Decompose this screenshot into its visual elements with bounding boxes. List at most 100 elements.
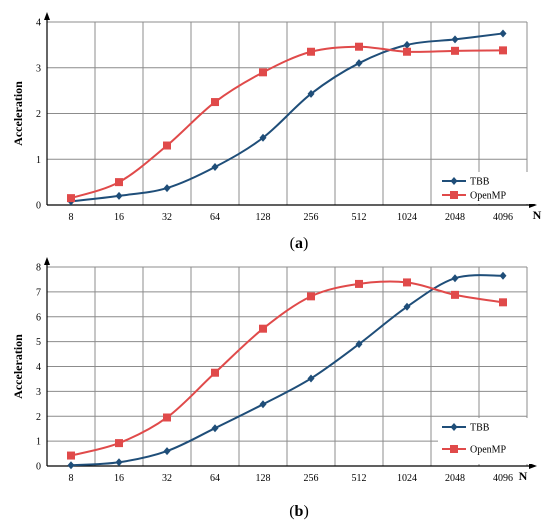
data-point-tbb bbox=[163, 184, 171, 193]
y-tick-label: 1 bbox=[36, 155, 41, 166]
data-point-openmp bbox=[355, 279, 363, 288]
data-point-openmp bbox=[211, 368, 219, 377]
x-tick-label: 16 bbox=[114, 473, 124, 484]
data-point-tbb bbox=[115, 191, 123, 200]
series-line-openmp bbox=[70, 45, 504, 200]
data-point-openmp bbox=[67, 194, 75, 203]
data-point-openmp bbox=[259, 68, 267, 77]
data-point-openmp bbox=[211, 98, 219, 107]
legend: TBB OpenMP bbox=[438, 418, 534, 464]
series-line-tbb bbox=[70, 32, 504, 203]
x-tick-label: 4096 bbox=[493, 212, 513, 223]
y-tick-label: 2 bbox=[36, 412, 41, 423]
x-tick-label: 1024 bbox=[397, 473, 417, 484]
x-tick-label: 512 bbox=[352, 212, 367, 223]
data-point-tbb bbox=[307, 374, 315, 383]
x-tick-label: 256 bbox=[304, 473, 319, 484]
chart-a: 0 1 2 3 4 8 16 32 64 128 256 512 1024 2048 4096 N Accele… bbox=[11, 12, 542, 252]
y-axis-arrow bbox=[44, 257, 50, 265]
x-tick-label: 512 bbox=[352, 473, 367, 484]
data-point-tbb bbox=[451, 274, 459, 283]
y-tick-label: 4 bbox=[36, 362, 41, 373]
data-point-tbb bbox=[259, 400, 267, 409]
caption-letter: a bbox=[295, 235, 303, 252]
y-tick-label: 7 bbox=[36, 287, 41, 298]
x-tick-label: 2048 bbox=[445, 212, 465, 223]
chart-panel-a: 0 1 2 3 4 8 16 32 64 128 256 512 1024 2048 4096 N Accele… bbox=[11, 12, 542, 252]
caption-close-paren: ) bbox=[303, 235, 308, 252]
caption-open-paren: ( bbox=[289, 503, 294, 520]
data-point-tbb bbox=[355, 340, 363, 349]
data-point-tbb bbox=[211, 163, 219, 172]
y-tick-label: 0 bbox=[36, 462, 41, 473]
chart-b: 0 1 2 3 4 5 6 7 8 8 16 32 64 128 256 512 1024 2048 4096 N Ac… bbox=[11, 257, 537, 520]
data-point-tbb bbox=[115, 458, 123, 467]
y-axis-arrow bbox=[44, 12, 50, 20]
data-point-openmp bbox=[115, 439, 123, 448]
data-point-openmp bbox=[163, 413, 171, 422]
data-point-tbb bbox=[451, 35, 459, 44]
y-tick-label: 8 bbox=[36, 263, 41, 274]
data-point-openmp bbox=[307, 47, 315, 56]
data-point-openmp bbox=[403, 47, 411, 56]
legend: TBB OpenMP bbox=[438, 172, 534, 204]
series-line-openmp bbox=[70, 280, 504, 457]
panel-caption: (b) bbox=[289, 503, 309, 520]
x-tick-label: 128 bbox=[256, 212, 271, 223]
x-axis-label: N bbox=[519, 469, 528, 483]
data-point-openmp bbox=[403, 278, 411, 287]
data-point-openmp bbox=[499, 298, 507, 307]
data-point-tbb bbox=[67, 461, 75, 470]
legend-label-openmp: OpenMP bbox=[470, 191, 507, 202]
y-tick-label: 3 bbox=[36, 387, 41, 398]
data-point-tbb bbox=[403, 302, 411, 311]
x-axis-arrow bbox=[529, 463, 537, 469]
data-point-tbb bbox=[355, 59, 363, 68]
data-point-openmp bbox=[307, 292, 315, 301]
data-point-tbb bbox=[499, 29, 507, 38]
data-point-tbb bbox=[211, 424, 219, 433]
caption-letter: b bbox=[295, 503, 304, 520]
y-axis-label: Acceleration bbox=[11, 81, 25, 146]
chart-panel-b: 0 1 2 3 4 5 6 7 8 8 16 32 64 128 256 512 1024 2048 4096 N Ac… bbox=[0, 255, 550, 524]
legend-marker bbox=[450, 191, 458, 199]
y-tick-label: 4 bbox=[36, 18, 41, 29]
legend-marker bbox=[450, 445, 458, 453]
data-point-tbb bbox=[403, 40, 411, 49]
series-line-tbb bbox=[70, 274, 504, 467]
data-point-openmp bbox=[259, 324, 267, 333]
x-tick-label: 256 bbox=[304, 212, 319, 223]
x-tick-label: 1024 bbox=[397, 212, 417, 223]
x-tick-label: 2048 bbox=[445, 473, 465, 484]
x-tick-label: 16 bbox=[114, 212, 124, 223]
legend-label-tbb: TBB bbox=[470, 423, 490, 434]
data-point-openmp bbox=[115, 178, 123, 187]
y-tick-label: 3 bbox=[36, 63, 41, 74]
legend-marker bbox=[450, 423, 458, 431]
x-tick-label: 32 bbox=[162, 212, 172, 223]
data-point-tbb bbox=[499, 271, 507, 280]
data-point-openmp bbox=[451, 46, 459, 55]
data-point-openmp bbox=[499, 46, 507, 55]
x-tick-label: 64 bbox=[210, 473, 220, 484]
data-point-tbb bbox=[259, 133, 267, 142]
x-tick-label: 32 bbox=[162, 473, 172, 484]
x-tick-label: 4096 bbox=[493, 473, 513, 484]
x-tick-label: 128 bbox=[256, 473, 271, 484]
data-point-tbb bbox=[163, 447, 171, 456]
y-tick-label: 5 bbox=[36, 337, 41, 348]
data-point-openmp bbox=[67, 451, 75, 460]
y-tick-label: 2 bbox=[36, 109, 41, 120]
data-point-openmp bbox=[451, 290, 459, 299]
y-tick-label: 0 bbox=[36, 201, 41, 212]
legend-label-tbb: TBB bbox=[470, 177, 490, 188]
x-tick-label: 8 bbox=[69, 212, 74, 223]
data-point-openmp bbox=[355, 42, 363, 51]
data-point-tbb bbox=[307, 89, 315, 98]
x-tick-label: 64 bbox=[210, 212, 220, 223]
panel-caption: (a) bbox=[290, 235, 309, 252]
y-tick-label: 1 bbox=[36, 437, 41, 448]
data-point-openmp bbox=[163, 141, 171, 150]
y-tick-label: 6 bbox=[36, 312, 41, 323]
caption-close-paren: ) bbox=[303, 503, 308, 520]
